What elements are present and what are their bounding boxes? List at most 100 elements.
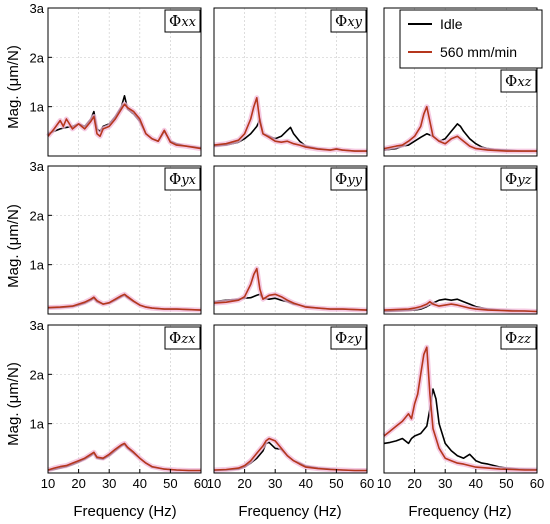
plot-frame [383, 324, 538, 474]
x-tick-label: 40 [133, 476, 147, 491]
y-axis-label-row1: Mag. (μm/N) [5, 45, 22, 129]
panel-label-symbol: Φ [335, 329, 347, 347]
y-tick-label: 1a [30, 100, 45, 115]
x-tick-label: 30 [268, 476, 282, 491]
series-line-feed [47, 442, 201, 472]
plot-frame [383, 165, 538, 315]
series-line-idle [213, 118, 367, 152]
series-band-feed [47, 291, 202, 313]
x-axis-label-col1: Frequency (Hz) [73, 503, 176, 520]
series-line-feed [47, 293, 202, 311]
series-band-feed [213, 436, 367, 473]
series-line-feed [383, 346, 537, 471]
x-tick-label: 50 [329, 476, 343, 491]
series-band-feed [47, 440, 201, 473]
panel-label-symbol: Φ [335, 12, 347, 30]
panel-label-subscript: xz [517, 75, 531, 90]
panel-label-box [500, 69, 537, 93]
series-line-idle [383, 388, 538, 471]
panel-xy: Φxy [213, 7, 368, 157]
y-tick-label: 3a [30, 318, 45, 333]
panel-yz: Φyz [383, 165, 538, 315]
panel-zy: 10 20 30 40 50 60 Φzy [207, 324, 374, 491]
panel-label-symbol: Φ [505, 329, 517, 347]
x-tick-label: 50 [499, 476, 513, 491]
panel-label: Φxz [505, 72, 532, 90]
series-line-feed [383, 300, 538, 313]
x-tick-label: 30 [102, 476, 116, 491]
panel-label: Φxy [335, 12, 363, 30]
series-band-feed [382, 344, 537, 473]
x-tick-label: 20 [407, 476, 421, 491]
panel-label: Φxx [169, 12, 197, 30]
plot-frame [47, 7, 202, 157]
panel-label-box [164, 326, 201, 350]
panel-label: Φyx [169, 170, 197, 188]
y-axis-label-row3: Mag. (μm/N) [5, 362, 22, 446]
series-line-feed [383, 105, 537, 152]
panel-label-subscript: zx [180, 332, 196, 347]
panel-label: Φzy [335, 329, 362, 347]
panel-xx: 1a 2a 3a Φxx [30, 1, 202, 157]
y-tick-label: 3a [30, 1, 45, 16]
panel-zx: 10 20 30 40 50 60 1a 2a 3a Φzx [30, 318, 209, 491]
panel-yy: Φyy [213, 165, 368, 315]
y-tick-label: 3a [30, 159, 45, 174]
panel-yx: 1a 2a 3a Φyx [30, 159, 202, 315]
y-tick-label: 2a [30, 367, 45, 382]
series-line-feed [213, 97, 367, 152]
panel-label-box [164, 9, 201, 33]
plot-frame [47, 165, 202, 315]
x-tick-label: 10 [377, 476, 391, 491]
x-axis-label-col2: Frequency (Hz) [238, 503, 341, 520]
series-line-feed [213, 267, 368, 311]
panel-label-symbol: Φ [169, 12, 181, 30]
y-tick-label: 1a [30, 417, 45, 432]
panel-label-symbol: Φ [169, 170, 181, 188]
plot-frame [47, 324, 202, 474]
plot-frame [213, 165, 368, 315]
x-tick-label: 50 [163, 476, 177, 491]
y-tick-label: 1a [30, 258, 45, 273]
x-tick-label: 20 [71, 476, 85, 491]
panel-label: Φyz [505, 170, 532, 188]
x-tick-label: 60 [530, 476, 544, 491]
panel-label-symbol: Φ [169, 329, 181, 347]
y-tick-label: 2a [30, 208, 45, 223]
panel-label-symbol: Φ [335, 170, 347, 188]
series-line-idle [47, 443, 201, 472]
panel-label-symbol: Φ [505, 72, 517, 90]
panel-label-subscript: xx [181, 15, 196, 30]
panel-label-subscript: yz [516, 173, 531, 188]
series-band-feed [383, 104, 537, 154]
panel-label-subscript: zz [516, 332, 531, 347]
panel-label-box [330, 9, 367, 33]
panel-label: Φzx [169, 329, 196, 347]
panel-zz: 10 20 30 40 50 60 Φzz [377, 324, 544, 491]
plot-frame [213, 324, 368, 474]
series-line-feed [213, 437, 367, 472]
panel-label-subscript: zy [346, 332, 362, 347]
series-line-feed [47, 103, 202, 150]
panel-label: Φyy [335, 170, 363, 188]
legend-feed-label: 560 mm/min [440, 44, 517, 60]
x-tick-label: 10 [207, 476, 221, 491]
panel-label-box [330, 167, 367, 191]
panel-label-box [500, 326, 537, 350]
legend: Idle 560 mm/min [399, 9, 543, 69]
x-tick-label: 10 [41, 476, 55, 491]
x-tick-label: 30 [438, 476, 452, 491]
panel-label-box [330, 326, 367, 350]
legend-idle-label: Idle [440, 16, 463, 32]
legend-box [399, 9, 543, 69]
panel-label-subscript: yx [180, 173, 196, 188]
panel-label-box [164, 167, 201, 191]
panel-label-subscript: yy [346, 173, 362, 188]
x-tick-label: 60 [360, 476, 374, 491]
series-band-feed [213, 266, 368, 313]
x-tick-label: 20 [237, 476, 251, 491]
x-tick-label: 40 [299, 476, 313, 491]
y-tick-label: 2a [30, 50, 45, 65]
